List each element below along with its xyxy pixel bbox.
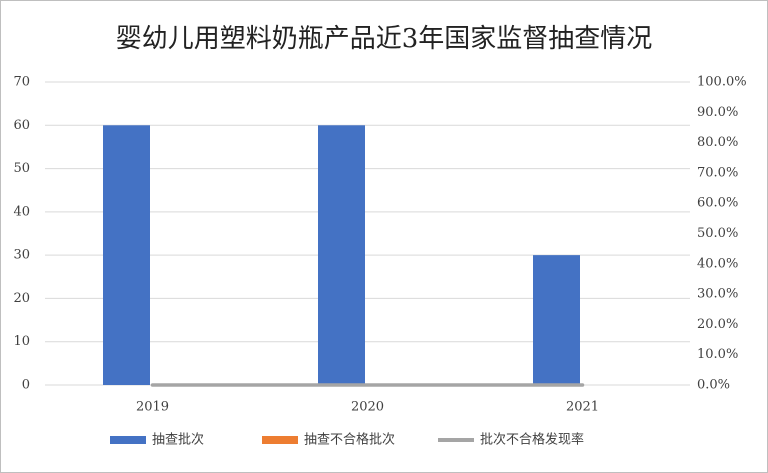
bar: [318, 125, 365, 386]
chart-title: 婴幼儿用塑料奶瓶产品近3年国家监督抽查情况: [116, 24, 653, 54]
legend-swatch: [110, 436, 146, 444]
legend-label: 抽查不合格批次: [304, 432, 395, 448]
y2-tick-label: 90.0%: [697, 105, 738, 120]
x-tick-label: 2021: [566, 400, 599, 415]
y-tick-label: 0: [22, 378, 30, 393]
y2-tick-label: 10.0%: [697, 347, 738, 362]
y2-tick-label: 40.0%: [697, 256, 738, 271]
bar: [533, 255, 580, 385]
y2-tick-label: 60.0%: [697, 196, 738, 211]
y-tick-label: 30: [13, 248, 30, 263]
y2-tick-label: 20.0%: [697, 317, 738, 332]
x-tick-label: 2019: [136, 400, 169, 415]
y-tick-label: 50: [13, 161, 30, 176]
legend-label: 抽查批次: [152, 432, 204, 448]
y2-tick-label: 70.0%: [697, 165, 738, 180]
y2-tick-label: 80.0%: [697, 135, 738, 150]
x-tick-label: 2020: [351, 400, 384, 415]
y2-tick-label: 30.0%: [697, 287, 738, 302]
legend-swatch: [262, 436, 298, 444]
y-tick-label: 70: [13, 75, 30, 90]
y2-tick-label: 100.0%: [697, 75, 747, 90]
y-tick-label: 60: [13, 118, 30, 133]
legend-label: 批次不合格发现率: [480, 432, 584, 448]
y-tick-label: 40: [13, 204, 30, 219]
bar: [103, 125, 150, 386]
y2-tick-label: 0.0%: [697, 378, 730, 393]
y2-tick-label: 50.0%: [697, 226, 738, 241]
y-tick-label: 20: [13, 291, 30, 306]
y-tick-label: 10: [13, 334, 30, 349]
